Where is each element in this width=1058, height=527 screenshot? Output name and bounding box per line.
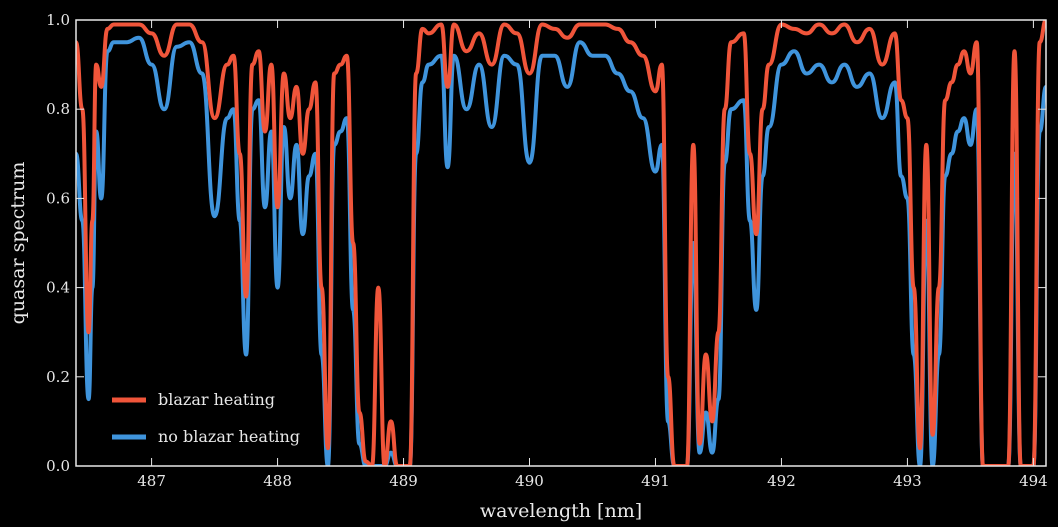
- x-tick-label: 493: [893, 472, 922, 490]
- legend-label-blazar-heating: blazar heating: [158, 390, 275, 409]
- legend-label-no-blazar-heating: no blazar heating: [158, 427, 300, 446]
- x-tick-label: 490: [515, 472, 544, 490]
- x-tick-label: 494: [1019, 472, 1048, 490]
- y-tick-label: 0.6: [46, 189, 70, 207]
- x-tick-label: 492: [767, 472, 796, 490]
- y-tick-label: 0.4: [46, 279, 70, 297]
- x-axis-label: wavelength [nm]: [480, 500, 642, 522]
- y-axis-label: quasar spectrum: [7, 162, 29, 325]
- series-line-blazar-heating: [76, 20, 1046, 466]
- x-axis: 487 488 489 490 491 492 493 494: [137, 20, 1048, 490]
- x-tick-label: 487: [137, 472, 166, 490]
- y-tick-label: 1.0: [46, 11, 70, 29]
- y-tick-label: 0.0: [46, 457, 70, 475]
- legend: blazar heating no blazar heating: [112, 390, 300, 446]
- x-tick-label: 488: [263, 472, 292, 490]
- y-axis: 0.0 0.2 0.4 0.6 0.8 1.0: [46, 11, 1046, 475]
- x-tick-label: 489: [389, 472, 418, 490]
- x-tick-label: 491: [641, 472, 670, 490]
- y-tick-label: 0.2: [46, 368, 70, 386]
- plot-frame: [75, 19, 1047, 467]
- y-tick-label: 0.8: [46, 100, 70, 118]
